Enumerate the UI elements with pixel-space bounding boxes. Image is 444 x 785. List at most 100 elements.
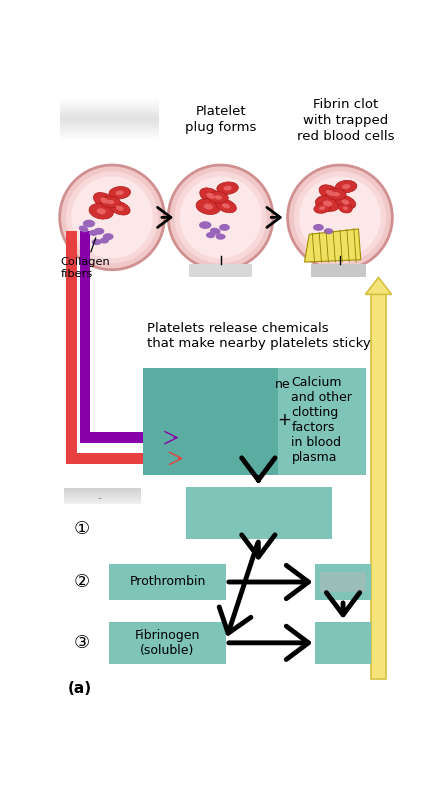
FancyBboxPatch shape — [64, 498, 141, 499]
FancyBboxPatch shape — [60, 130, 159, 131]
FancyBboxPatch shape — [60, 137, 159, 138]
Text: Fibrinogen
(soluble): Fibrinogen (soluble) — [135, 629, 200, 657]
Ellipse shape — [196, 199, 221, 214]
FancyBboxPatch shape — [60, 100, 159, 101]
Ellipse shape — [313, 224, 324, 231]
FancyBboxPatch shape — [143, 368, 366, 475]
Ellipse shape — [204, 203, 213, 210]
Circle shape — [174, 171, 267, 264]
Text: +: + — [277, 411, 291, 429]
FancyBboxPatch shape — [143, 368, 278, 475]
Ellipse shape — [214, 195, 222, 199]
Circle shape — [168, 165, 273, 270]
FancyBboxPatch shape — [64, 494, 141, 495]
Polygon shape — [365, 277, 392, 294]
FancyBboxPatch shape — [60, 108, 159, 109]
Ellipse shape — [342, 184, 350, 189]
FancyBboxPatch shape — [60, 104, 159, 105]
FancyBboxPatch shape — [64, 488, 141, 504]
FancyBboxPatch shape — [64, 500, 141, 501]
Text: ②: ② — [73, 573, 89, 591]
FancyBboxPatch shape — [80, 232, 91, 443]
FancyBboxPatch shape — [60, 135, 159, 136]
Circle shape — [180, 177, 262, 258]
Polygon shape — [305, 229, 361, 262]
Circle shape — [66, 171, 158, 264]
Ellipse shape — [315, 195, 340, 211]
Text: (a): (a) — [68, 681, 92, 696]
Ellipse shape — [89, 203, 114, 219]
FancyBboxPatch shape — [371, 293, 386, 679]
Ellipse shape — [210, 228, 221, 235]
Ellipse shape — [206, 193, 215, 199]
Ellipse shape — [199, 221, 211, 229]
Ellipse shape — [107, 200, 114, 204]
FancyBboxPatch shape — [315, 564, 371, 600]
FancyBboxPatch shape — [60, 117, 159, 119]
Circle shape — [71, 177, 153, 258]
FancyBboxPatch shape — [60, 131, 159, 132]
Circle shape — [299, 177, 381, 258]
Ellipse shape — [200, 188, 222, 204]
FancyBboxPatch shape — [60, 124, 159, 125]
Text: Collagen
fibers: Collagen fibers — [60, 238, 110, 279]
Text: Calcium
and other
clotting
factors
in blood
plasma: Calcium and other clotting factors in bl… — [291, 376, 353, 464]
Ellipse shape — [217, 182, 238, 195]
FancyBboxPatch shape — [60, 115, 159, 116]
FancyBboxPatch shape — [64, 495, 141, 496]
Ellipse shape — [94, 228, 104, 235]
FancyBboxPatch shape — [60, 114, 159, 115]
Ellipse shape — [335, 181, 357, 193]
FancyBboxPatch shape — [60, 98, 159, 99]
FancyBboxPatch shape — [109, 622, 226, 664]
Ellipse shape — [222, 203, 230, 209]
FancyBboxPatch shape — [66, 453, 185, 464]
FancyBboxPatch shape — [60, 122, 159, 123]
FancyBboxPatch shape — [60, 128, 159, 129]
FancyBboxPatch shape — [64, 490, 141, 491]
FancyBboxPatch shape — [60, 132, 159, 133]
Ellipse shape — [79, 225, 88, 232]
FancyBboxPatch shape — [60, 138, 159, 139]
Ellipse shape — [335, 195, 356, 209]
Text: ③: ③ — [73, 633, 89, 652]
FancyBboxPatch shape — [311, 264, 366, 277]
FancyBboxPatch shape — [60, 127, 159, 128]
FancyBboxPatch shape — [60, 126, 159, 127]
Circle shape — [59, 165, 164, 270]
FancyBboxPatch shape — [320, 571, 366, 593]
FancyBboxPatch shape — [109, 564, 226, 600]
Ellipse shape — [100, 237, 109, 243]
FancyBboxPatch shape — [60, 99, 159, 100]
Circle shape — [294, 171, 386, 264]
Ellipse shape — [332, 192, 340, 196]
Ellipse shape — [103, 233, 114, 240]
Text: Prothrombin: Prothrombin — [129, 575, 206, 589]
Ellipse shape — [83, 220, 95, 228]
FancyBboxPatch shape — [60, 140, 159, 141]
FancyBboxPatch shape — [64, 497, 141, 498]
FancyBboxPatch shape — [64, 489, 141, 490]
Ellipse shape — [324, 228, 333, 235]
FancyBboxPatch shape — [315, 622, 371, 664]
Ellipse shape — [94, 192, 115, 208]
Ellipse shape — [219, 224, 230, 231]
Text: Platelet
plug forms: Platelet plug forms — [185, 105, 256, 134]
Ellipse shape — [97, 208, 106, 214]
Ellipse shape — [116, 206, 124, 210]
FancyBboxPatch shape — [60, 111, 159, 112]
Ellipse shape — [223, 186, 232, 191]
FancyBboxPatch shape — [60, 119, 159, 120]
Text: Fibrin clot
with trapped
red blood cells: Fibrin clot with trapped red blood cells — [297, 98, 394, 143]
FancyBboxPatch shape — [60, 133, 159, 134]
FancyBboxPatch shape — [64, 502, 141, 503]
FancyBboxPatch shape — [64, 488, 141, 489]
Ellipse shape — [326, 188, 346, 200]
FancyBboxPatch shape — [64, 492, 141, 493]
Ellipse shape — [109, 201, 130, 215]
FancyBboxPatch shape — [64, 491, 141, 492]
FancyBboxPatch shape — [60, 106, 159, 107]
FancyBboxPatch shape — [60, 134, 159, 135]
Text: ne: ne — [275, 378, 291, 391]
Text: -: - — [97, 493, 101, 502]
